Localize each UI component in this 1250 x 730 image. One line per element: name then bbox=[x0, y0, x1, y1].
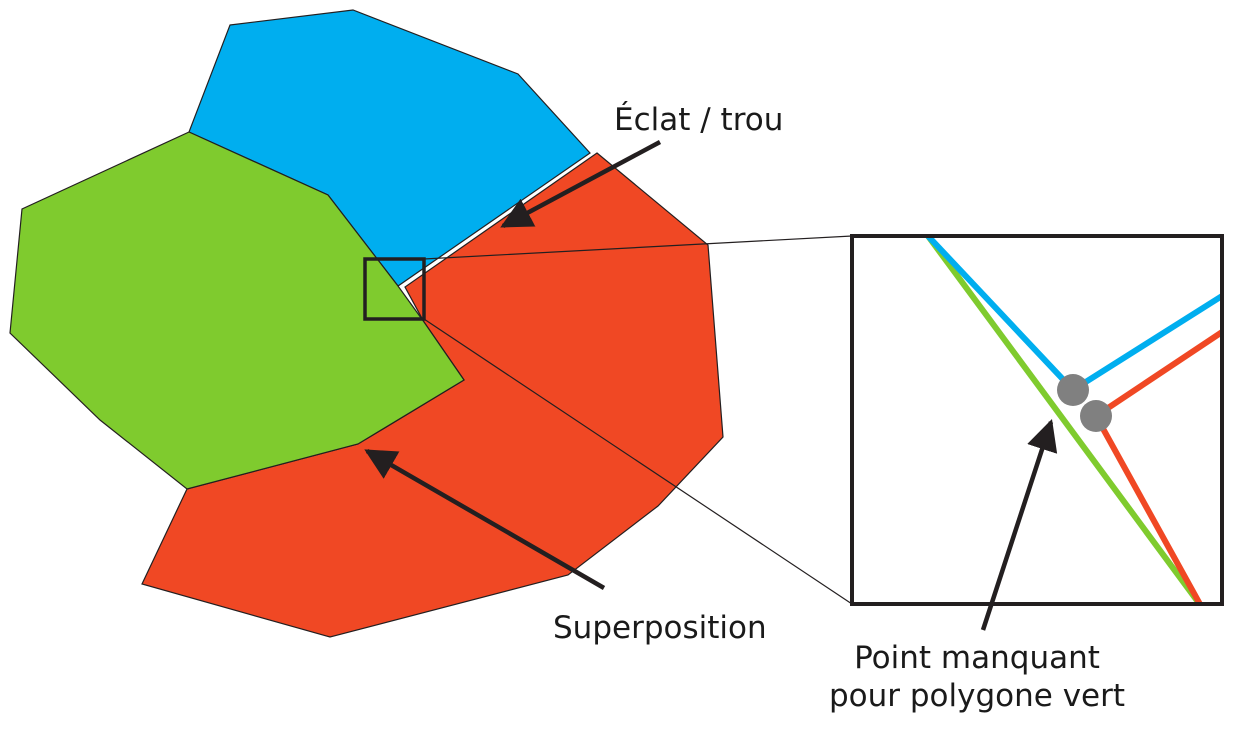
zoom-connector-bottom bbox=[423, 318, 853, 605]
zoom-connector-top bbox=[423, 235, 853, 260]
missing-point-arrow bbox=[980, 419, 1058, 631]
blue-vertex-point bbox=[1057, 374, 1089, 406]
overlap-arrow bbox=[364, 449, 606, 590]
sliver-arrow bbox=[500, 140, 662, 228]
overlap-label: Superposition bbox=[553, 610, 767, 646]
missing-point-label-line2: pour polygone vert bbox=[829, 678, 1125, 714]
zoom-inset-frame bbox=[850, 234, 1224, 606]
red-vertex-point bbox=[1080, 400, 1112, 432]
green-polygon bbox=[9, 131, 465, 490]
zoom-region-box bbox=[363, 257, 426, 321]
sliver-label: Éclat / trou bbox=[614, 102, 783, 138]
zoom-inset bbox=[850, 234, 1224, 606]
missing-point-label-line1: Point manquant bbox=[854, 640, 1100, 676]
inset-green-edge bbox=[925, 238, 1204, 604]
